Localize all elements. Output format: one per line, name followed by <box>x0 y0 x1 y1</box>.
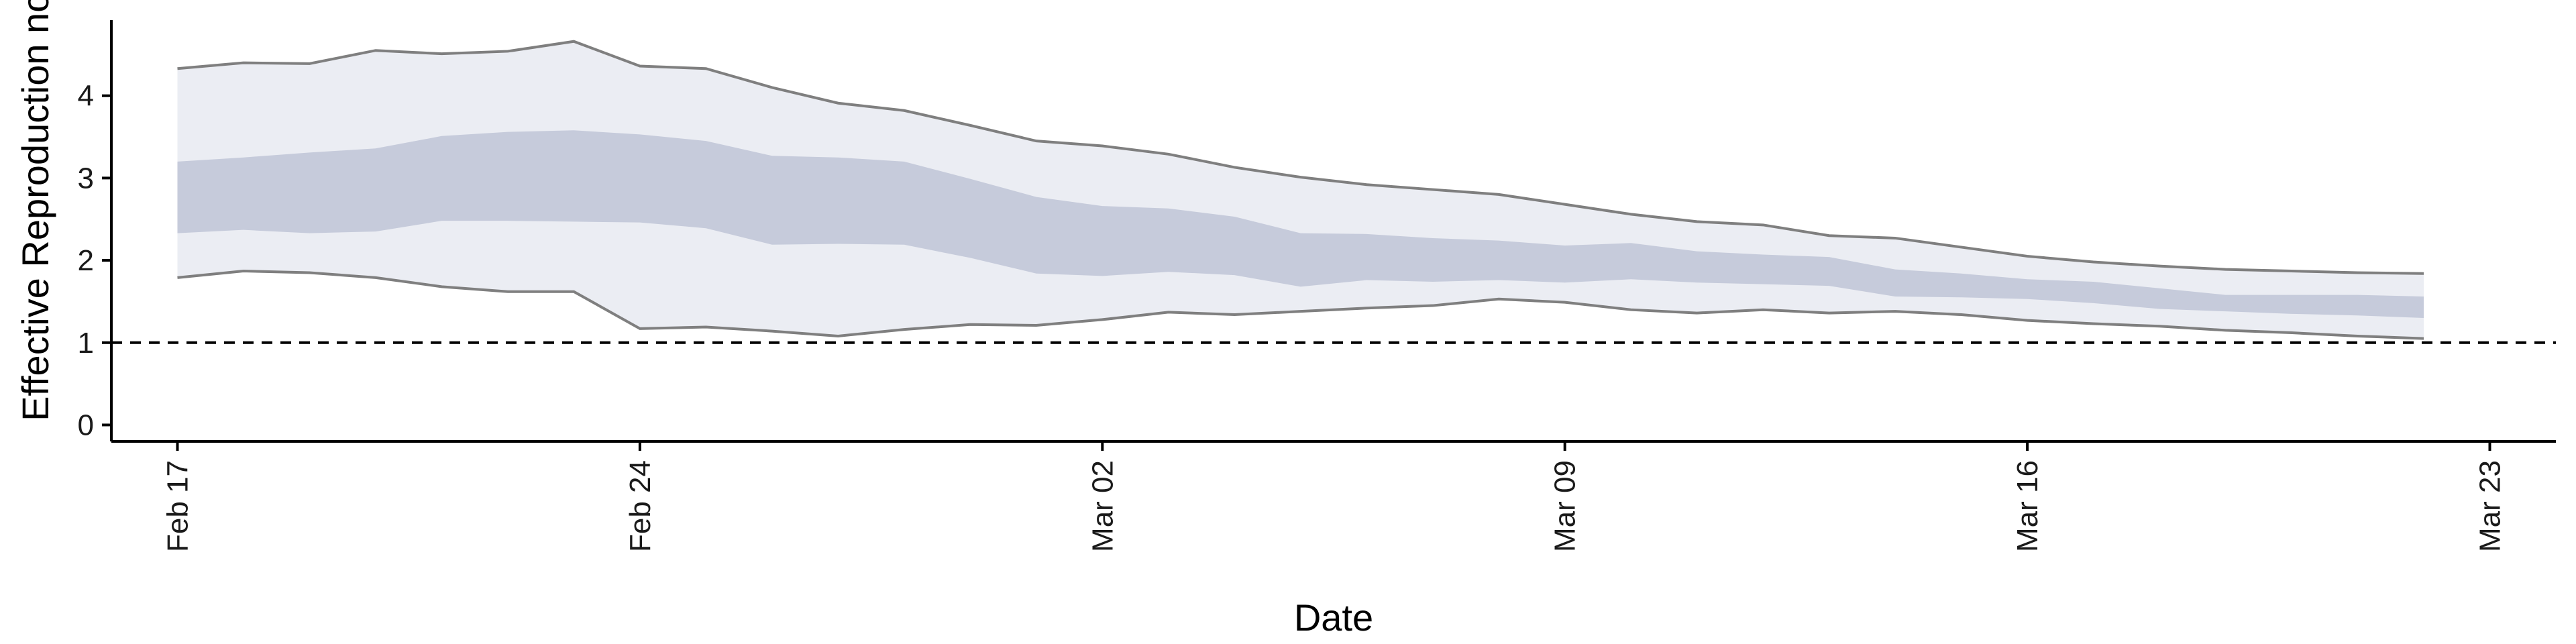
y-tick-label: 3 <box>78 162 94 195</box>
x-tick-label: Feb 24 <box>624 460 657 552</box>
y-tick-label: 1 <box>78 327 94 360</box>
x-tick-label: Mar 16 <box>2011 460 2044 552</box>
y-axis-ticks: 0 1 2 3 4 <box>78 80 111 441</box>
x-tick-label: Mar 09 <box>1549 460 1582 552</box>
outer-upper-line <box>177 40 2424 275</box>
x-tick-label: Mar 02 <box>1086 460 1119 552</box>
y-tick-label: 0 <box>78 409 94 441</box>
y-tick-label: 2 <box>78 244 94 277</box>
y-axis-title: Effective Reproduction no. <box>14 0 56 421</box>
x-tick-label: Mar 23 <box>2474 460 2507 552</box>
credible-interval-bands <box>177 41 2424 339</box>
x-axis-ticks: Feb 17 Feb 24 Mar 02 Mar 09 Mar 16 Mar 23 <box>161 441 2507 552</box>
x-tick-label: Feb 17 <box>161 460 194 552</box>
y-tick-label: 4 <box>78 80 94 113</box>
outer-lower-line <box>177 270 2424 340</box>
x-axis-title: Date <box>1294 596 1373 639</box>
outer-interval-edges <box>177 40 2424 340</box>
inner-interval-band <box>177 130 2424 318</box>
